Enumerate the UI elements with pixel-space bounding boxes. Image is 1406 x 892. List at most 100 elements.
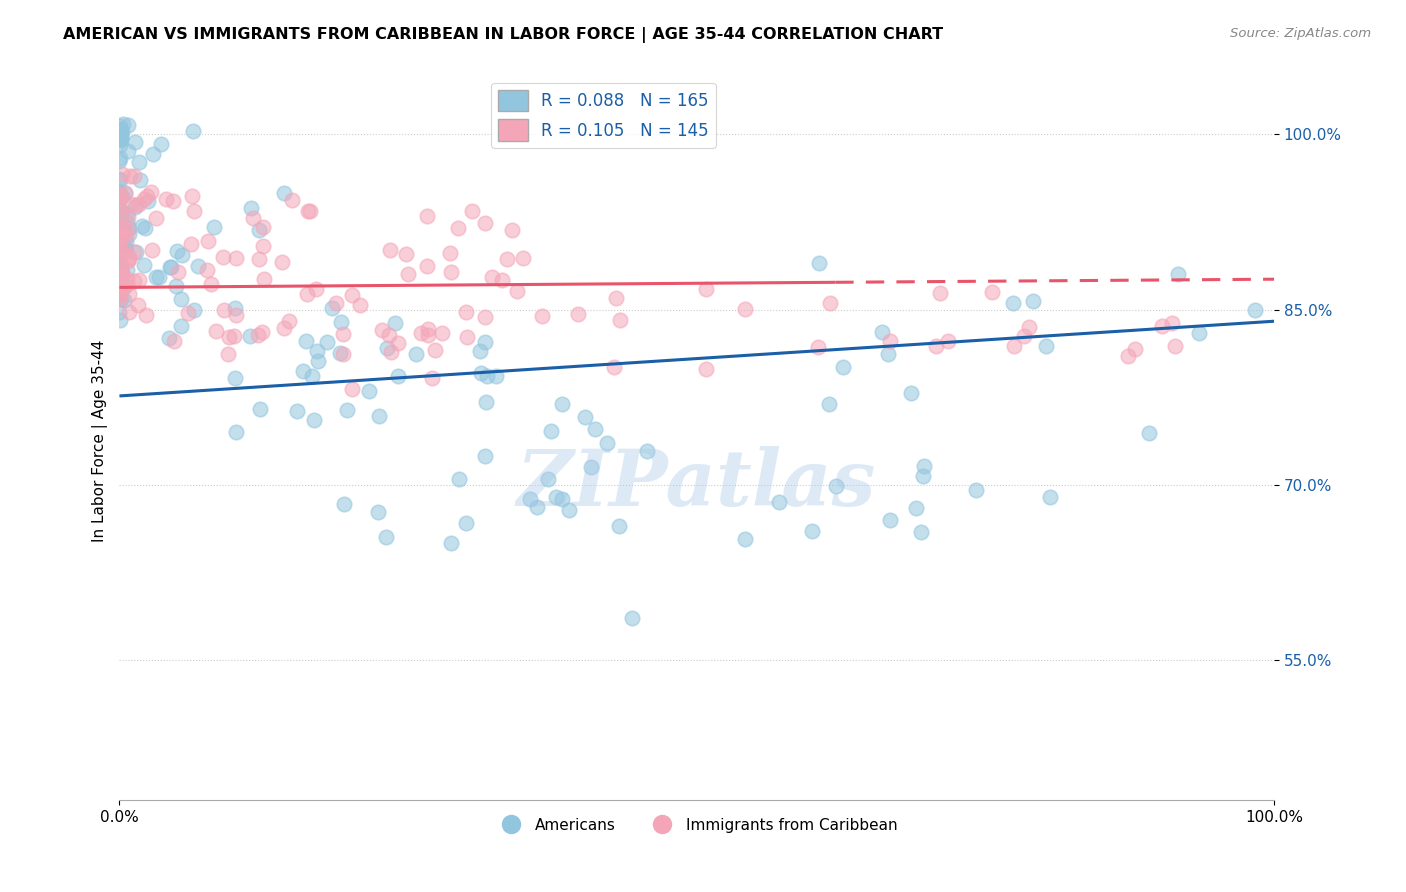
- Point: [172, 248, 194, 262]
- Point: [187, 260, 209, 274]
- Point: [110, 132, 132, 146]
- Point: [929, 286, 952, 301]
- Point: [110, 187, 132, 202]
- Point: [910, 524, 932, 539]
- Point: [879, 334, 901, 348]
- Point: [242, 211, 264, 225]
- Point: [108, 120, 131, 134]
- Point: [1118, 349, 1140, 363]
- Point: [474, 335, 496, 350]
- Point: [177, 306, 200, 320]
- Point: [387, 335, 409, 350]
- Point: [110, 242, 132, 256]
- Point: [110, 244, 132, 259]
- Point: [820, 296, 842, 310]
- Point: [108, 277, 131, 291]
- Point: [368, 409, 391, 424]
- Point: [108, 202, 131, 217]
- Point: [1012, 328, 1035, 343]
- Point: [108, 241, 131, 255]
- Point: [936, 334, 959, 349]
- Point: [420, 371, 443, 385]
- Point: [1188, 326, 1211, 340]
- Point: [159, 260, 181, 274]
- Point: [115, 207, 138, 221]
- Point: [108, 151, 131, 165]
- Point: [252, 219, 274, 234]
- Point: [375, 341, 398, 355]
- Point: [695, 362, 717, 376]
- Point: [332, 326, 354, 341]
- Point: [292, 364, 315, 378]
- Point: [135, 308, 157, 322]
- Point: [108, 313, 131, 327]
- Point: [297, 204, 319, 219]
- Point: [246, 328, 269, 343]
- Point: [285, 404, 308, 418]
- Point: [250, 325, 273, 339]
- Point: [340, 382, 363, 396]
- Point: [131, 219, 153, 233]
- Point: [124, 200, 146, 214]
- Point: [475, 395, 498, 409]
- Point: [110, 190, 132, 204]
- Point: [439, 246, 461, 260]
- Point: [180, 237, 202, 252]
- Point: [141, 243, 163, 257]
- Point: [166, 244, 188, 259]
- Point: [111, 225, 134, 239]
- Point: [134, 220, 156, 235]
- Point: [111, 167, 134, 181]
- Point: [108, 230, 131, 244]
- Point: [1164, 339, 1187, 353]
- Point: [110, 127, 132, 141]
- Point: [108, 218, 131, 232]
- Point: [202, 220, 225, 235]
- Point: [925, 339, 948, 353]
- Point: [108, 137, 131, 152]
- Point: [132, 259, 155, 273]
- Point: [605, 291, 627, 305]
- Point: [551, 397, 574, 411]
- Point: [183, 303, 205, 318]
- Point: [461, 204, 484, 219]
- Point: [270, 255, 292, 269]
- Point: [491, 273, 513, 287]
- Point: [108, 228, 131, 243]
- Point: [218, 330, 240, 344]
- Point: [336, 403, 359, 417]
- Point: [911, 469, 934, 483]
- Point: [108, 207, 131, 221]
- Point: [108, 132, 131, 146]
- Point: [277, 314, 299, 328]
- Point: [454, 516, 477, 531]
- Point: [115, 263, 138, 277]
- Point: [396, 267, 419, 281]
- Point: [905, 500, 928, 515]
- Point: [110, 243, 132, 257]
- Point: [558, 503, 581, 517]
- Point: [110, 267, 132, 281]
- Point: [1002, 339, 1025, 353]
- Point: [550, 491, 572, 506]
- Point: [108, 189, 131, 203]
- Point: [108, 240, 131, 254]
- Point: [108, 269, 131, 284]
- Point: [108, 268, 131, 282]
- Point: [117, 252, 139, 266]
- Point: [117, 144, 139, 158]
- Y-axis label: In Labor Force | Age 35-44: In Labor Force | Age 35-44: [93, 340, 108, 542]
- Point: [114, 240, 136, 254]
- Point: [108, 289, 131, 303]
- Point: [485, 368, 508, 383]
- Point: [169, 293, 191, 307]
- Point: [567, 307, 589, 321]
- Point: [125, 244, 148, 259]
- Point: [108, 245, 131, 260]
- Point: [380, 345, 402, 359]
- Point: [128, 155, 150, 169]
- Point: [110, 258, 132, 272]
- Point: [537, 472, 560, 486]
- Point: [155, 192, 177, 206]
- Point: [474, 310, 496, 324]
